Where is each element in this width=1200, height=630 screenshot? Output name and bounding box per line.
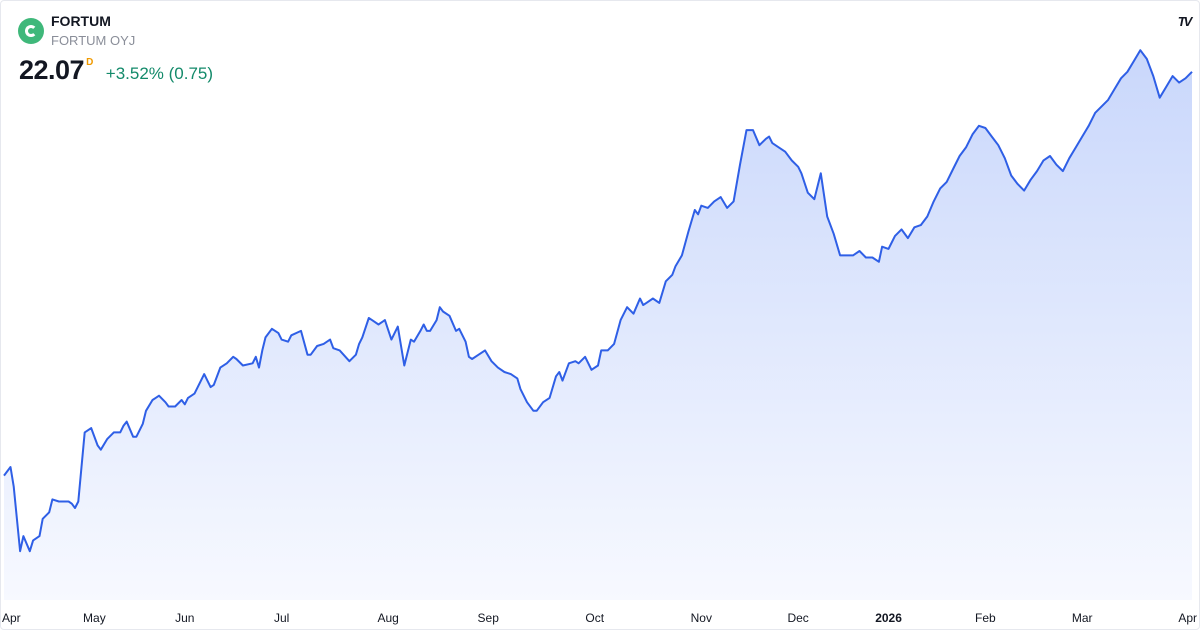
- x-tick-label: Jul: [274, 611, 289, 625]
- last-price: 22.07: [19, 55, 85, 85]
- price-line: [3, 49, 1193, 553]
- symbol-ticker[interactable]: FORTUM: [51, 13, 111, 29]
- x-tick-label: Sep: [478, 611, 500, 625]
- company-name: FORTUM OYJ: [51, 33, 136, 48]
- x-tick-label: Mar: [1072, 611, 1093, 625]
- x-tick-label: Jun: [175, 611, 194, 625]
- x-axis: Apr May Jun Jul Aug Sep Oct Nov Dec 2026 Feb Mar Apr: [2, 611, 1197, 625]
- tradingview-icon[interactable]: TV: [1172, 10, 1196, 32]
- price-change: +3.52% (0.75): [105, 64, 214, 83]
- price-area: [4, 50, 1192, 600]
- x-tick-label: Feb: [975, 611, 996, 625]
- x-tick-label: Aug: [377, 611, 398, 625]
- fortum-logo-icon: [18, 18, 44, 44]
- price-row: 22.07 D +3.52% (0.75): [19, 55, 213, 86]
- delayed-flag: D: [86, 57, 94, 68]
- x-tick-label: 2026: [875, 611, 902, 625]
- x-tick-label: May: [83, 611, 106, 625]
- x-tick-label: Dec: [787, 611, 808, 625]
- x-tick-label: Apr: [2, 611, 21, 625]
- x-tick-label: Oct: [585, 611, 604, 625]
- x-tick-label: Apr: [1178, 611, 1197, 625]
- x-tick-label: Nov: [691, 611, 712, 625]
